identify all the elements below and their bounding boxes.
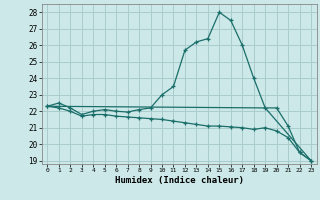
X-axis label: Humidex (Indice chaleur): Humidex (Indice chaleur) <box>115 176 244 185</box>
